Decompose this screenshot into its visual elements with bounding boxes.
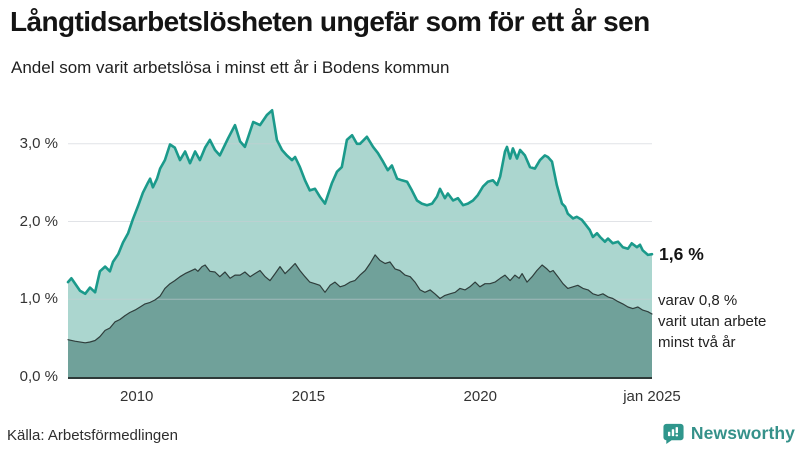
source-text: Källa: Arbetsförmedlingen (7, 427, 178, 444)
chart-title: Långtidsarbetslösheten ungefär som för e… (10, 6, 650, 37)
y-tick-label: 0,0 % (19, 368, 58, 385)
newsworthy-wordmark: Newsworthy (690, 423, 795, 443)
x-tick-label: jan 2025 (623, 388, 681, 405)
series-area-1 (68, 254, 652, 377)
x-tick-label: 2010 (120, 388, 154, 405)
series-line-0 (66, 109, 654, 296)
y-tick-label: 3,0 % (19, 134, 58, 152)
x-tick-label: 2020 (463, 388, 497, 405)
annotation-line: varav 0,8 % (658, 292, 738, 309)
newsworthy-bubble-barchart-icon (663, 423, 684, 445)
y-tick-label: 2,0 % (19, 212, 58, 230)
y-tick-label: 1,0 % (19, 290, 58, 308)
newsworthy-logo: Newsworthy (662, 422, 795, 445)
secondary-value-annotation: varav 0,8 % varit utan arbete minst två … (658, 290, 766, 353)
end-value-label: 1,6 % (659, 244, 704, 264)
series-line-1 (67, 254, 653, 344)
annotation-line: minst två år (658, 334, 736, 351)
chart-subtitle: Andel som varit arbetslösa i minst ett å… (11, 58, 450, 77)
x-tick-label: 2015 (291, 388, 326, 405)
annotation-line: varit utan arbete (658, 313, 767, 330)
